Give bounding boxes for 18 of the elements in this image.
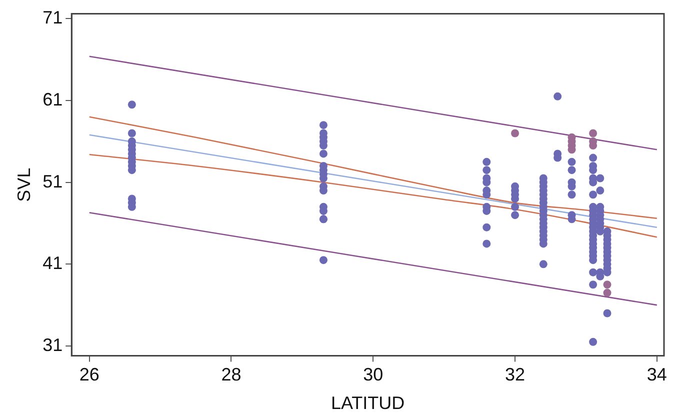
- point: [511, 129, 520, 138]
- point: [603, 280, 612, 289]
- x-tick-label: 28: [221, 364, 242, 385]
- point: [603, 288, 612, 297]
- y-tick-label: 61: [42, 89, 63, 110]
- line-series: [88, 154, 658, 238]
- y-tick-label: 31: [42, 334, 63, 355]
- x-tick-label: 26: [79, 364, 100, 385]
- y-tick-label: 71: [42, 8, 63, 28]
- x-tick-label: 32: [505, 364, 526, 385]
- line-series: [88, 116, 658, 219]
- x-tick-label: 34: [646, 364, 667, 385]
- x-tick-label: 30: [363, 364, 384, 385]
- y-axis-title: SVL: [14, 168, 34, 202]
- y-tick-label: 41: [42, 253, 63, 274]
- point: [589, 129, 598, 138]
- y-tick-label: 51: [42, 171, 63, 192]
- x-axis-title: LATITUD: [330, 393, 405, 414]
